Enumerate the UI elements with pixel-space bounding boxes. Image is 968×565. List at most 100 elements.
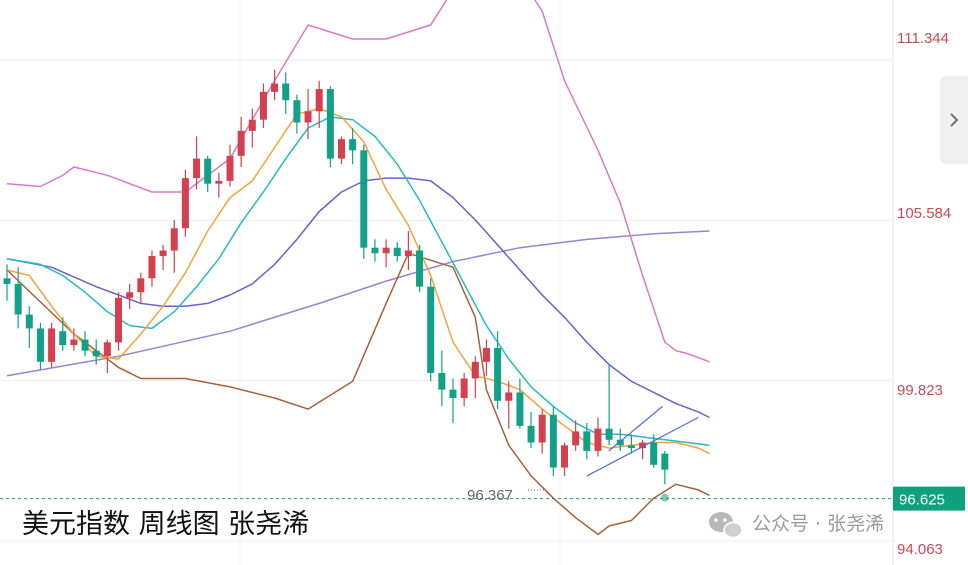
candle-41 <box>460 372 468 407</box>
candle-6 <box>70 328 78 351</box>
candle-body <box>449 389 457 399</box>
candle-body <box>159 250 167 257</box>
candle-8 <box>92 339 100 365</box>
price-axis: 111.344 105.584 99.823 94.063 96.625 <box>893 30 965 558</box>
candle-body <box>226 155 234 181</box>
candle-25 <box>282 72 290 115</box>
candle-body <box>583 431 591 451</box>
pattern-overlays: 96.367 <box>0 405 893 504</box>
candle-39 <box>438 350 446 407</box>
chevron-right-icon <box>950 113 959 127</box>
candle-body <box>561 445 568 468</box>
candle-body <box>482 347 490 362</box>
candle-13 <box>148 250 156 287</box>
triangle-lower-trendline <box>586 416 699 477</box>
candle-7 <box>81 331 89 357</box>
candle-30 <box>338 136 345 165</box>
candle-55 <box>616 428 624 451</box>
ma-fast-line <box>6 107 710 455</box>
candle-37 <box>416 244 424 293</box>
candle-21 <box>237 116 245 167</box>
candle-body <box>304 111 312 123</box>
candle-14 <box>159 244 167 270</box>
candle-body <box>193 158 201 179</box>
candle-body <box>605 428 613 440</box>
candle-body <box>14 283 22 315</box>
candle-body <box>259 91 267 120</box>
candle-body <box>36 328 44 362</box>
grid-lines <box>0 0 893 565</box>
candle-body <box>204 158 212 184</box>
candle-57 <box>639 439 647 460</box>
ma-long-line <box>6 230 710 377</box>
current-price-dot <box>660 493 669 502</box>
candle-body <box>215 180 223 184</box>
candle-body <box>360 150 368 248</box>
chart-caption: 美元指数 周线图 张尧浠 <box>22 509 309 540</box>
candle-body <box>25 314 33 329</box>
scroll-right-button[interactable] <box>940 76 968 164</box>
candle-47 <box>527 411 535 449</box>
wechat-icon <box>709 512 743 539</box>
candle-body <box>427 286 435 373</box>
candle-body <box>382 247 390 254</box>
candle-body <box>371 247 379 254</box>
current-price-label: 96.625 <box>899 492 945 509</box>
candle-body <box>115 297 122 343</box>
candle-body <box>338 139 345 159</box>
candle-body <box>3 278 11 284</box>
candle-2 <box>25 306 33 348</box>
candle-body <box>126 292 134 298</box>
candle-10 <box>115 292 122 351</box>
candle-48 <box>538 409 546 454</box>
candle-0 <box>3 264 11 301</box>
candle-38 <box>427 278 435 382</box>
candle-56 <box>627 434 635 454</box>
candle-body <box>494 347 502 401</box>
candle-body <box>516 392 524 426</box>
candle-body <box>181 178 189 229</box>
wechat-account-label: 公众号 · 张尧浠 <box>752 513 884 535</box>
candle-51 <box>572 420 580 451</box>
candle-body <box>326 89 334 159</box>
candle-46 <box>516 378 524 429</box>
candle-body <box>416 250 424 287</box>
candle-body <box>248 119 256 131</box>
price-tick-label-2: 99.823 <box>897 382 943 399</box>
current-price-badge <box>893 486 965 511</box>
candle-28 <box>315 80 323 129</box>
candle-12 <box>137 272 145 304</box>
candle-33 <box>371 239 379 262</box>
price-tick-label-3: 94.063 <box>897 541 943 558</box>
candle-36 <box>404 231 412 270</box>
candle-50 <box>561 442 568 476</box>
candle-body <box>627 445 635 449</box>
price-tick-label-1: 105.584 <box>897 205 951 222</box>
candle-body <box>393 247 401 257</box>
candle-body <box>639 442 647 449</box>
candle-34 <box>382 239 390 268</box>
candle-body <box>661 453 669 470</box>
candle-35 <box>393 242 401 262</box>
candle-24 <box>271 69 279 101</box>
candle-body <box>59 331 67 346</box>
candle-body <box>438 372 446 390</box>
candle-body <box>594 428 602 451</box>
candle-58 <box>650 434 658 468</box>
indicator-lines <box>6 0 710 536</box>
candle-5 <box>59 317 67 351</box>
candle-body <box>650 442 658 465</box>
candle-body <box>70 339 78 346</box>
low-price-label: 96.367 <box>467 487 513 504</box>
candle-body <box>471 361 479 379</box>
candle-17 <box>193 136 201 190</box>
candle-body <box>92 350 100 357</box>
candle-body <box>271 83 279 92</box>
candle-body <box>349 139 357 151</box>
candle-body <box>549 414 557 468</box>
candle-32 <box>360 144 368 259</box>
candle-23 <box>259 83 267 129</box>
ma-slow-line <box>6 177 710 419</box>
candle-54 <box>605 364 613 446</box>
